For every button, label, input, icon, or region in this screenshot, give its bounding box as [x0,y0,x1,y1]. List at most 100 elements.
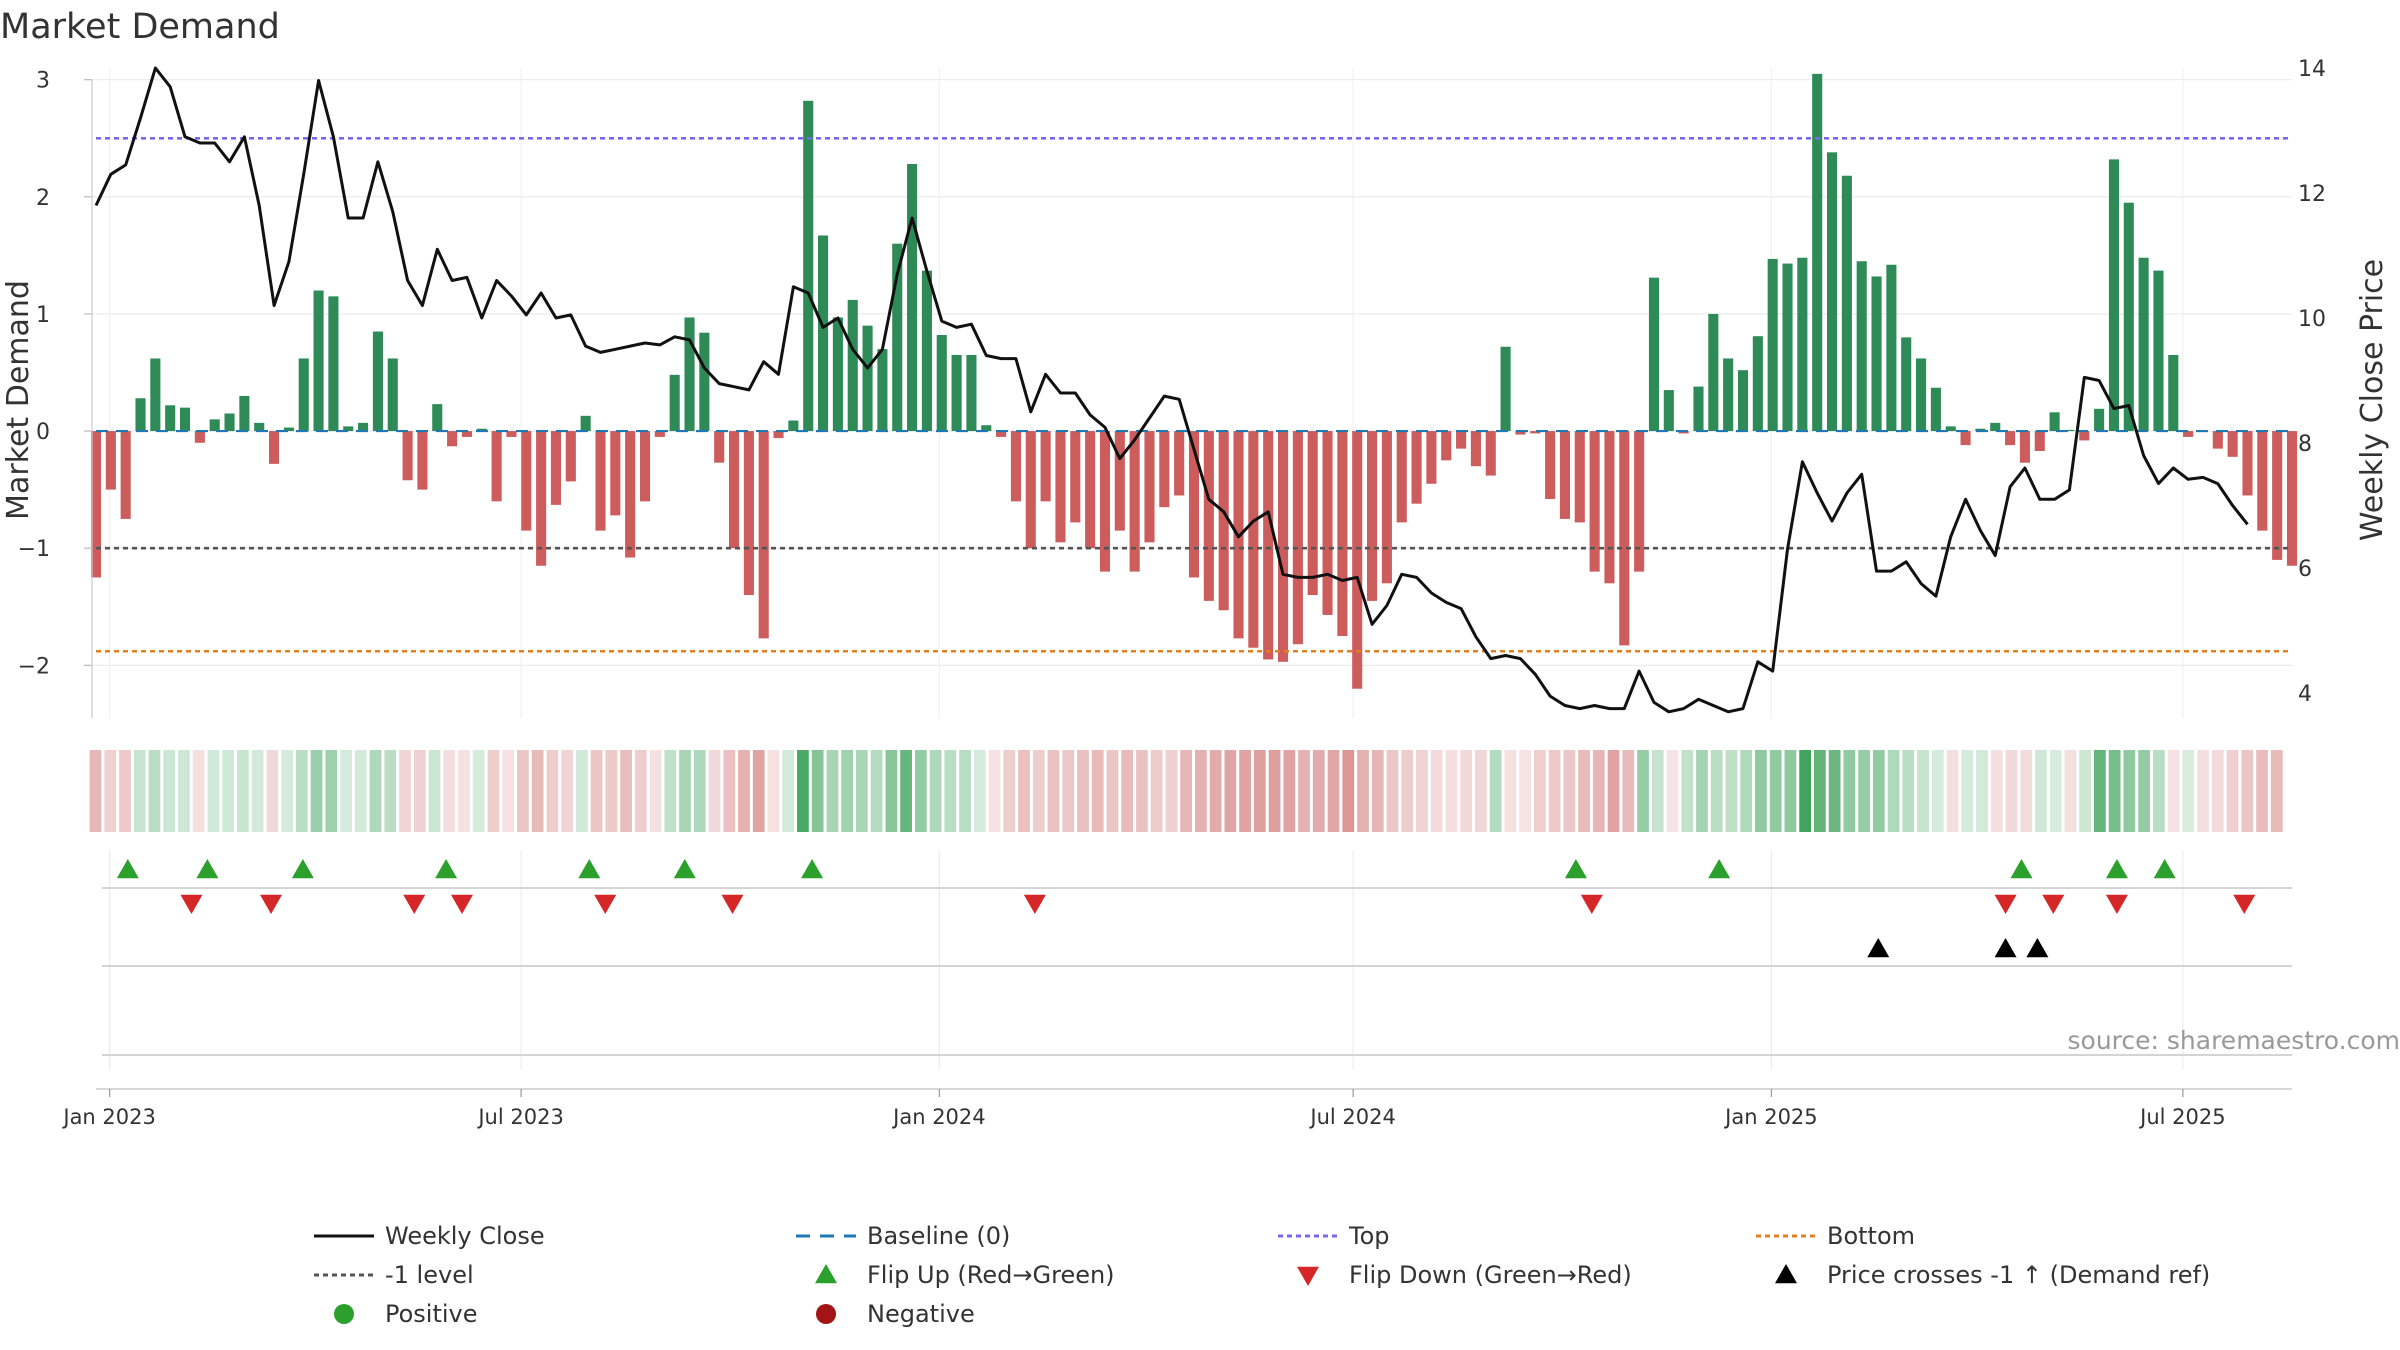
positive-demand-bar [2094,408,2105,432]
demand-strip-cell [1902,750,1915,832]
demand-strip-cell [531,750,544,832]
demand-strip-cell [399,750,411,832]
positive-demand-bar [150,358,161,432]
flip-down-marker [2233,894,2256,914]
demand-strip-cell [2197,750,2209,832]
demand-strip-cell [1607,750,1620,832]
negative-demand-bar [269,431,280,464]
demand-strip-cell [281,750,293,832]
demand-strip-cell [1371,750,1384,832]
demand-strip-cell [1062,750,1075,832]
demand-strip-cell [104,750,117,832]
demand-strip-cell [1298,750,1310,832]
legend-label: Weekly Close [385,1222,545,1250]
demand-strip-cell [192,750,205,832]
positive-demand-bar [2108,159,2119,432]
positive-demand-bar [358,422,369,432]
demand-strip-cell [2138,750,2150,832]
negative-demand-bar [550,431,562,505]
demand-strip-cell [472,750,485,832]
demand-strip-cell [1622,750,1635,832]
legend-label: Top [1348,1222,1390,1250]
demand-strip-cell [1990,750,2003,832]
legend-item: Price crosses -1 ↑ (Demand ref) [1775,1261,2210,1289]
negative-demand-bar [2257,431,2268,531]
negative-demand-bar [120,431,131,519]
negative-demand-bar [1619,431,1630,646]
positive-demand-bar [862,325,873,432]
demand-strip-cell [590,750,603,832]
legend-item: Positive [334,1300,478,1328]
demand-strip-cell [1681,750,1694,832]
demand-strip-cell [1327,750,1340,832]
negative-demand-bar [2227,431,2238,457]
demand-strip-cell [900,750,912,832]
positive-demand-bar [209,419,220,432]
positive-demand-bar [1945,426,1956,432]
negative-demand-bar [2079,431,2090,441]
negative-demand-bar [1530,431,1541,434]
demand-strip-cell [1460,750,1473,832]
legend-triangle-swatch [1775,1264,1797,1284]
demand-strip-cell [119,750,131,832]
y2-tick-label: 14 [2298,57,2326,82]
flip-up-marker [196,859,219,879]
demand-strip-cell [487,750,500,832]
positive-demand-bar [1723,358,1734,432]
source-credit: source: sharemaestro.com [2068,1026,2400,1055]
demand-strip-cell [1386,750,1399,832]
demand-strip-cell [1799,750,1812,832]
demand-strip-cell [133,750,146,832]
demand-strip-cell [2035,750,2047,832]
demand-strip-cell [1489,750,1502,832]
demand-strip-cell [251,750,264,832]
positive-demand-bar [669,374,680,432]
demand-strip-cell [2241,750,2254,832]
demand-strip-cell [325,750,338,832]
positive-demand-bar [372,331,383,432]
demand-strip-cell [369,750,382,832]
flip-up-marker [291,859,314,879]
legend-item: Bottom [1756,1222,1915,1250]
negative-demand-bar [1040,431,1051,502]
positive-demand-bar [328,296,339,432]
weekly-close-line [94,66,2249,714]
flip-up-marker [1564,859,1587,879]
demand-strip-cell [1710,750,1723,832]
negative-demand-bar [2286,431,2298,566]
negative-demand-bar [1545,431,1556,499]
demand-strip-cell [914,750,927,832]
demand-strip-cell [1725,750,1738,832]
demand-strip-cell [1357,750,1369,832]
demand-strip-cell [207,750,220,832]
legend-item: Top [1278,1222,1390,1250]
demand-strip-cell [2108,750,2121,832]
negative-demand-bar [758,431,769,639]
legend-label: Price crosses -1 ↑ (Demand ref) [1827,1261,2210,1289]
positive-demand-bar [1812,73,1823,432]
positive-demand-bar [1916,358,1927,432]
demand-strip-cell [2020,750,2033,832]
flip-up-marker [578,859,601,879]
flip-down-marker [2042,894,2065,914]
demand-strip-cell [575,750,588,832]
demand-strip-cell [1755,750,1767,832]
y-tick-label: 1 [36,303,50,328]
demand-strip-cell [148,750,161,832]
demand-strip-cell [797,750,809,832]
negative-demand-bar [996,431,1007,437]
flip-up-marker [2105,859,2128,879]
demand-strip-cell [384,750,397,832]
demand-strip-cell [310,750,323,832]
demand-strip-cell [1180,750,1192,832]
negative-demand-bar [1085,431,1096,549]
negative-demand-bar [402,431,413,481]
negative-demand-bar [1381,431,1392,584]
positive-demand-bar [951,354,962,432]
demand-strip-cell [237,750,249,832]
positive-demand-bar [298,358,309,432]
demand-strip-cell [1106,750,1119,832]
demand-strip-cell [1283,750,1296,832]
demand-strip-cell [1637,750,1649,832]
